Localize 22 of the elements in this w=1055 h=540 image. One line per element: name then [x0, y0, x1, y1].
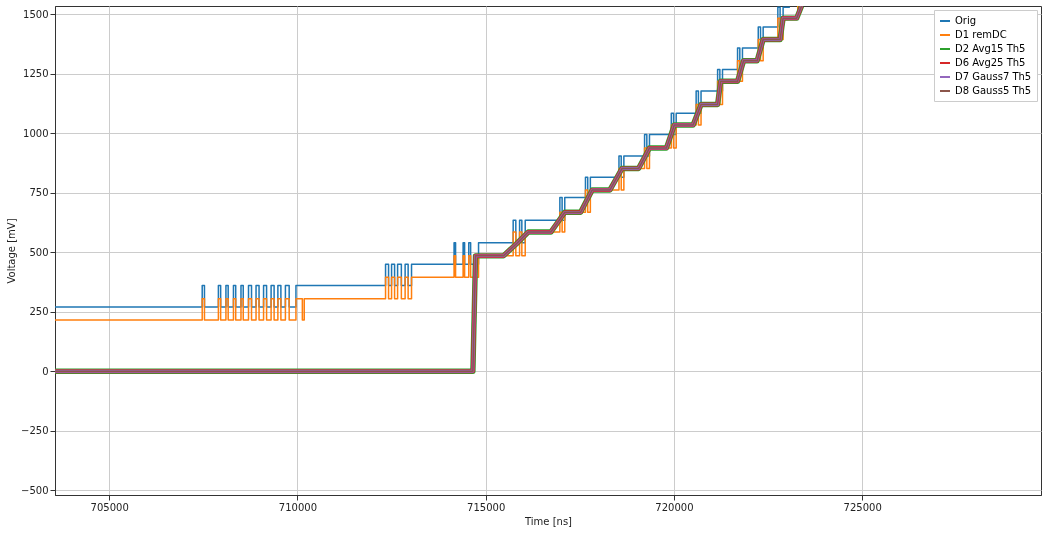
legend-label: Orig: [955, 15, 977, 26]
y-tick-label: −500: [21, 484, 49, 496]
legend-label: D7 Gauss7 Th5: [955, 71, 1032, 82]
y-tick-label: 1000: [23, 127, 49, 139]
y-tick-label: 1250: [23, 68, 49, 80]
legend-label: D2 Avg15 Th5: [955, 43, 1026, 54]
legend-label: D8 Gauss5 Th5: [955, 85, 1032, 96]
x-tick-label: 725000: [843, 501, 882, 513]
y-tick-label: 1500: [23, 8, 49, 20]
y-tick-label: 500: [29, 246, 49, 258]
y-tick-label: 0: [42, 365, 49, 377]
y-tick-label: 250: [29, 306, 49, 318]
x-tick-label: 715000: [467, 501, 506, 513]
legend-label: D6 Avg25 Th5: [955, 57, 1026, 68]
y-axis-title: Voltage [mV]: [6, 218, 18, 284]
x-axis-title: Time [ns]: [523, 515, 573, 527]
legend-label: D1 remDC: [955, 29, 1007, 40]
x-tick-label: 720000: [655, 501, 694, 513]
y-tick-label: −250: [21, 425, 49, 437]
x-tick-label: 710000: [278, 501, 318, 513]
x-tick-label: 705000: [90, 501, 129, 513]
y-tick-label: 750: [29, 187, 49, 199]
